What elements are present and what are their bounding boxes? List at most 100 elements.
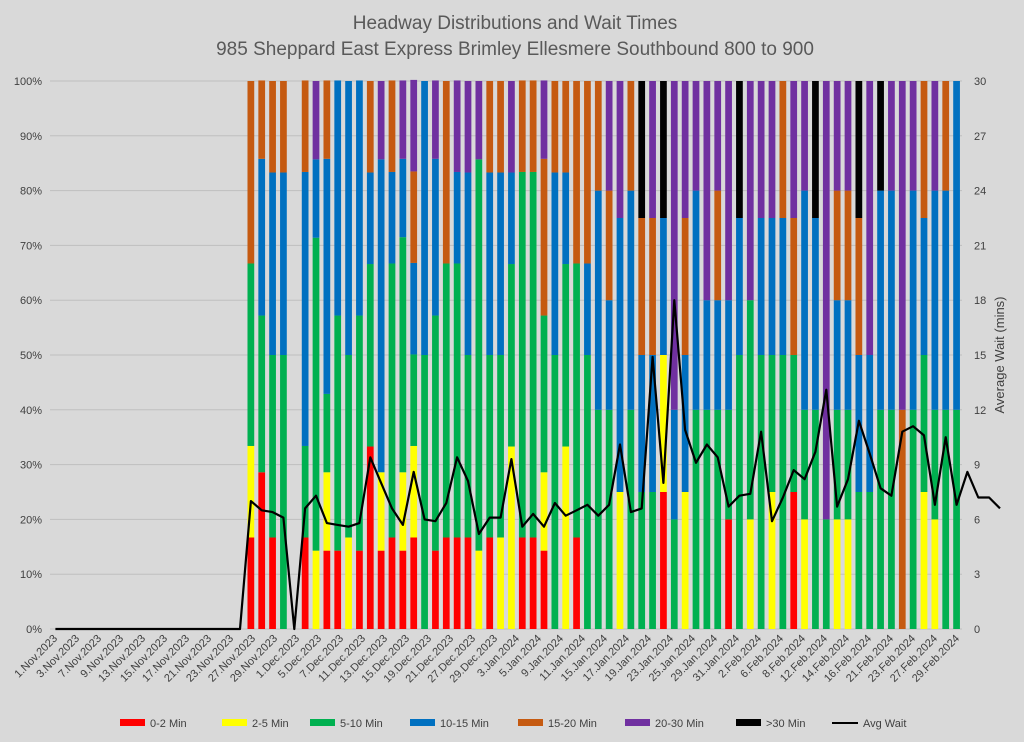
avg-wait-line xyxy=(55,299,1001,631)
bar-segment xyxy=(345,537,352,629)
bar-segment xyxy=(931,519,939,629)
bar-segment xyxy=(529,537,537,629)
bar-segment xyxy=(518,171,526,538)
y-left-tick: 60% xyxy=(20,295,42,307)
bar-segment xyxy=(681,218,689,355)
bar-segment xyxy=(953,409,960,629)
bar-segment xyxy=(616,81,624,218)
bar-segment xyxy=(366,172,374,265)
bar-segment xyxy=(399,158,407,238)
bar-segment xyxy=(627,409,635,629)
bar-segment xyxy=(812,218,819,410)
legend-swatch-2-5 xyxy=(222,719,247,726)
bar-segment xyxy=(790,492,798,629)
bar-segment xyxy=(551,172,559,355)
bar-segment xyxy=(421,355,428,629)
bar-segment xyxy=(942,190,950,410)
bar-segment xyxy=(681,81,689,218)
bar-segment xyxy=(377,81,385,160)
bar-segment xyxy=(584,355,591,629)
bar-segment xyxy=(410,171,418,263)
legend: 0-2 Min 2-5 Min 5-10 Min 10-15 Min 15-20… xyxy=(120,718,906,730)
bar-segment xyxy=(594,81,602,191)
legend-swatch-10-15 xyxy=(410,719,435,726)
bar-segment xyxy=(855,492,863,629)
bar-segment xyxy=(594,190,602,410)
bar-segment xyxy=(725,409,732,520)
y-right-tick: 6 xyxy=(974,514,980,526)
bar-segment xyxy=(920,492,928,629)
chart-title-line-2: 985 Sheppard East Express Brimley Ellesm… xyxy=(216,39,814,60)
bar-segment xyxy=(508,81,515,173)
bar-segment xyxy=(562,264,570,447)
bar-segment xyxy=(801,81,808,191)
y-right-tick: 3 xyxy=(974,569,980,581)
bar-segment xyxy=(334,550,342,629)
bar-segment xyxy=(920,81,928,218)
bar-segment xyxy=(410,445,418,538)
bar-segment xyxy=(432,315,439,551)
bar-segment xyxy=(714,81,722,191)
bar-segment xyxy=(453,537,461,629)
bar-segment xyxy=(562,446,570,629)
bar-segment xyxy=(649,355,656,492)
bar-segment xyxy=(953,81,960,410)
bar-segment xyxy=(518,80,526,172)
bar-segment xyxy=(605,409,613,629)
bar-segment xyxy=(768,355,776,492)
y-left-tick: 30% xyxy=(20,460,42,472)
bar-segment xyxy=(280,355,287,629)
bar-segment xyxy=(312,81,320,160)
bar-segment xyxy=(768,218,776,355)
bar-segment xyxy=(388,171,396,264)
bar-segment xyxy=(909,190,917,410)
y-right-tick: 12 xyxy=(974,405,986,417)
y-left-tick: 20% xyxy=(20,514,42,526)
bar-segment xyxy=(399,237,407,473)
bar-segment xyxy=(605,81,613,191)
legend-swatch-20-30 xyxy=(625,719,650,726)
bar-segment xyxy=(812,409,819,629)
bar-segment xyxy=(366,81,374,173)
bar-segment xyxy=(377,159,385,473)
legend-label-20-30: 20-30 Min xyxy=(655,718,704,730)
bar-segment xyxy=(660,218,667,355)
bar-segment xyxy=(790,81,798,218)
bar-segment xyxy=(801,409,808,520)
bar-segment xyxy=(497,81,504,173)
bar-segment xyxy=(312,550,320,629)
bar-segment xyxy=(844,300,852,410)
bar-segment xyxy=(464,537,472,629)
legend-label-2-5: 2-5 Min xyxy=(252,718,289,730)
bar-segment xyxy=(410,79,418,172)
bar-segment xyxy=(334,80,342,316)
bar-segment xyxy=(312,237,320,551)
y-right-tick: 30 xyxy=(974,76,986,88)
bar-segment xyxy=(844,190,852,301)
bar-segment xyxy=(432,550,439,629)
bar-segment xyxy=(638,355,646,492)
bar-segment xyxy=(247,81,255,264)
bar-segment xyxy=(475,159,483,551)
bar-segment xyxy=(323,393,331,473)
bar-segment xyxy=(442,263,450,538)
bar-segment xyxy=(323,472,331,551)
bar-segment xyxy=(703,81,711,301)
bar-segment xyxy=(529,80,537,172)
y-left-tick: 10% xyxy=(20,569,42,581)
bar-segment xyxy=(660,492,667,629)
legend-label-5-10: 5-10 Min xyxy=(340,718,383,730)
legend-swatch-0-2 xyxy=(120,719,145,726)
bar-segment xyxy=(432,80,439,159)
bar-segment xyxy=(855,81,863,218)
bar-segment xyxy=(692,409,700,629)
bar-segment xyxy=(453,263,461,538)
bar-segment xyxy=(464,81,472,173)
bar-segment xyxy=(584,81,591,264)
bar-segment xyxy=(725,519,732,629)
bar-segment xyxy=(822,519,830,629)
bar-segment xyxy=(649,492,656,629)
bar-segment xyxy=(692,81,700,191)
bar-segment xyxy=(573,537,580,629)
bar-segment xyxy=(692,190,700,410)
